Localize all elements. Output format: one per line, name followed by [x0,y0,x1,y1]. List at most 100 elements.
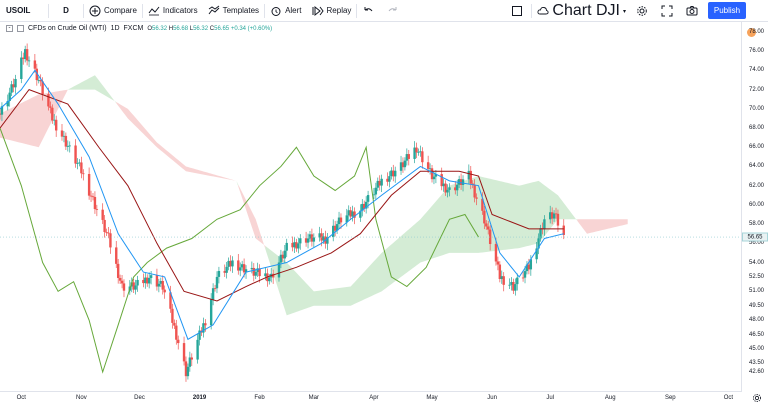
candle-body [215,276,219,289]
candle-body [242,264,246,273]
notification-dot[interactable] [747,28,756,37]
candle-body [380,178,383,186]
candle-body [204,323,207,326]
indicators-button[interactable]: Indicators [143,0,203,22]
templates-button[interactable]: Templates [203,0,264,22]
candle-body [240,264,244,268]
visibility-icon[interactable] [17,25,24,32]
candle-body [93,196,97,210]
candle-body [471,183,474,185]
candle-body [190,357,193,360]
high-label: H [168,25,174,32]
candle-body [347,210,350,216]
candle-body [80,162,83,174]
publish-button[interactable]: Publish [708,2,746,19]
candle-body [366,195,370,202]
candle-body [392,170,395,177]
candle-body [8,92,11,101]
low-value: 56.32 [193,25,209,32]
symbol-title[interactable]: CFDs on Crude Oil (WTI) [28,25,107,32]
collapse-legend-icon[interactable]: - [6,25,13,32]
candle-body [39,80,42,82]
candle-body [66,146,70,147]
price-tick-label: 68.00 [748,125,764,132]
price-tick-label: 52.50 [748,273,764,280]
layout-select-button[interactable] [506,0,531,22]
candle-body [51,107,54,121]
undo-button[interactable] [357,0,382,22]
axis-settings-gear-icon[interactable] [752,393,762,403]
candle-body [364,201,368,209]
candle-body [502,276,505,285]
candle-body [461,179,465,185]
candle-body [415,147,418,153]
candle-body [22,57,25,60]
candle-body [62,135,66,137]
candle-body [223,270,226,273]
templates-label: Templates [222,6,260,15]
candle-body [326,237,329,244]
candle-body [82,173,85,175]
candle-body [35,68,39,81]
candle-body [485,223,488,227]
candle-body [188,357,192,367]
time-axis[interactable]: Oct Nov Dec 2019 Feb Mar Apr May Jun Jul Aug Sep Oct [0,391,742,405]
redo-button[interactable] [382,0,407,22]
price-chart[interactable] [0,22,742,391]
candle-body [562,225,565,235]
price-tick-label: 49.50 [748,302,764,309]
chart-legend: - CFDs on Crude Oil (WTI) 1D FXCM O56.32… [6,25,272,32]
candle-body [105,232,108,233]
candle-body [10,84,13,93]
settings-button[interactable] [631,0,656,22]
replay-button[interactable]: Replay [307,0,357,22]
candle-body [211,288,215,300]
candle-body [76,163,79,164]
candle-body [64,135,68,147]
candle-body [403,160,407,168]
candle-body [227,260,230,267]
price-tick-label: 54.00 [748,259,764,266]
candle-body [25,49,29,61]
replay-icon [312,5,324,17]
candle-body [494,244,498,262]
alert-label: Alert [285,6,302,15]
candle-body [535,248,538,260]
compare-button[interactable]: Compare [84,0,142,22]
symbol-search[interactable]: USOIL [6,6,31,15]
candle-body [537,238,540,249]
candle-body [120,280,124,284]
candle-body [407,154,410,159]
candle-body [308,234,312,239]
candle-body [333,225,337,231]
candle-body [440,174,443,187]
candle-body [312,237,316,242]
candle-body [529,259,533,270]
candle-body [244,269,248,273]
candle-body [498,264,502,279]
time-tick-label: Jul [546,395,555,401]
candle-body [116,263,120,278]
candle-body [122,283,126,291]
alert-button[interactable]: Alert [265,0,306,22]
price-tick-label: 76.00 [748,48,764,55]
price-axis[interactable]: 78.00 76.00 74.00 72.00 70.00 68.00 66.00 64.00… [741,22,768,391]
open-value: 56.32 [152,25,168,32]
candle-body [252,267,255,276]
candle-body [12,84,15,88]
snapshot-button[interactable] [681,0,706,22]
candle-body [144,277,147,284]
candle-body [155,275,159,287]
open-label: O [147,25,153,32]
candle-body [556,213,560,226]
candle-body [184,361,188,377]
fullscreen-button[interactable] [656,0,681,22]
candle-body [161,280,164,290]
candle-body [198,330,201,340]
candle-body [514,284,517,291]
candle-body [186,366,190,377]
interval-button[interactable]: D [63,6,69,15]
time-tick-label: Apr [369,395,379,401]
candle-body [550,212,554,219]
cloud-save-button[interactable]: Chart DJI ▾ [532,0,631,22]
